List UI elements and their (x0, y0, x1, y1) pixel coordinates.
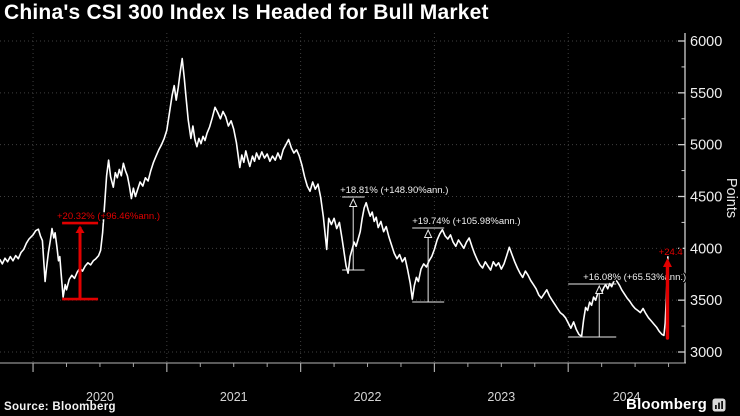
y-tick-label: 4000 (690, 241, 722, 257)
annotation-2-arrow-up-icon (348, 197, 358, 208)
annotation-4-label: +16.08% (+65.53%ann.) (583, 272, 686, 283)
annotation-1-label: +20.32% (+96.46%ann.) (57, 211, 160, 222)
y-axis-title: Points (723, 178, 739, 218)
y-tick-label: 5500 (690, 86, 722, 102)
chart-title: China's CSI 300 Index Is Headed for Bull… (4, 1, 489, 24)
annotation-5-label: +24.4 (659, 247, 683, 258)
bloomberg-logo: Bloomberg (626, 396, 726, 413)
y-tick-label: 5000 (690, 138, 722, 154)
bar-chart-logo-icon (712, 398, 726, 411)
y-tick-label: 4500 (690, 190, 722, 206)
y-tick-label: 3500 (690, 293, 722, 309)
annotation-2-label: +18.81% (+148.90%ann.) (340, 185, 448, 196)
price-line (0, 57, 669, 338)
x-tick-label: 2021 (220, 390, 248, 404)
annotation-3-arrow-up-icon (423, 228, 433, 239)
x-tick-label: 2022 (354, 390, 382, 404)
y-tick-label: 3000 (690, 345, 722, 361)
bloomberg-wordmark: Bloomberg (626, 396, 707, 413)
x-tick-label: 2024 (613, 390, 641, 404)
annotation-4-arrow-up-icon (594, 284, 604, 294)
annotation-3-label: +19.74% (+105.98%ann.) (412, 216, 520, 227)
annotation-5-arrow-up-icon (662, 258, 672, 268)
y-tick-label: 6000 (690, 34, 722, 50)
x-tick-label: 2023 (487, 390, 515, 404)
source-label: Source: Bloomberg (4, 401, 116, 413)
x-tick-label: 2020 (86, 390, 114, 404)
